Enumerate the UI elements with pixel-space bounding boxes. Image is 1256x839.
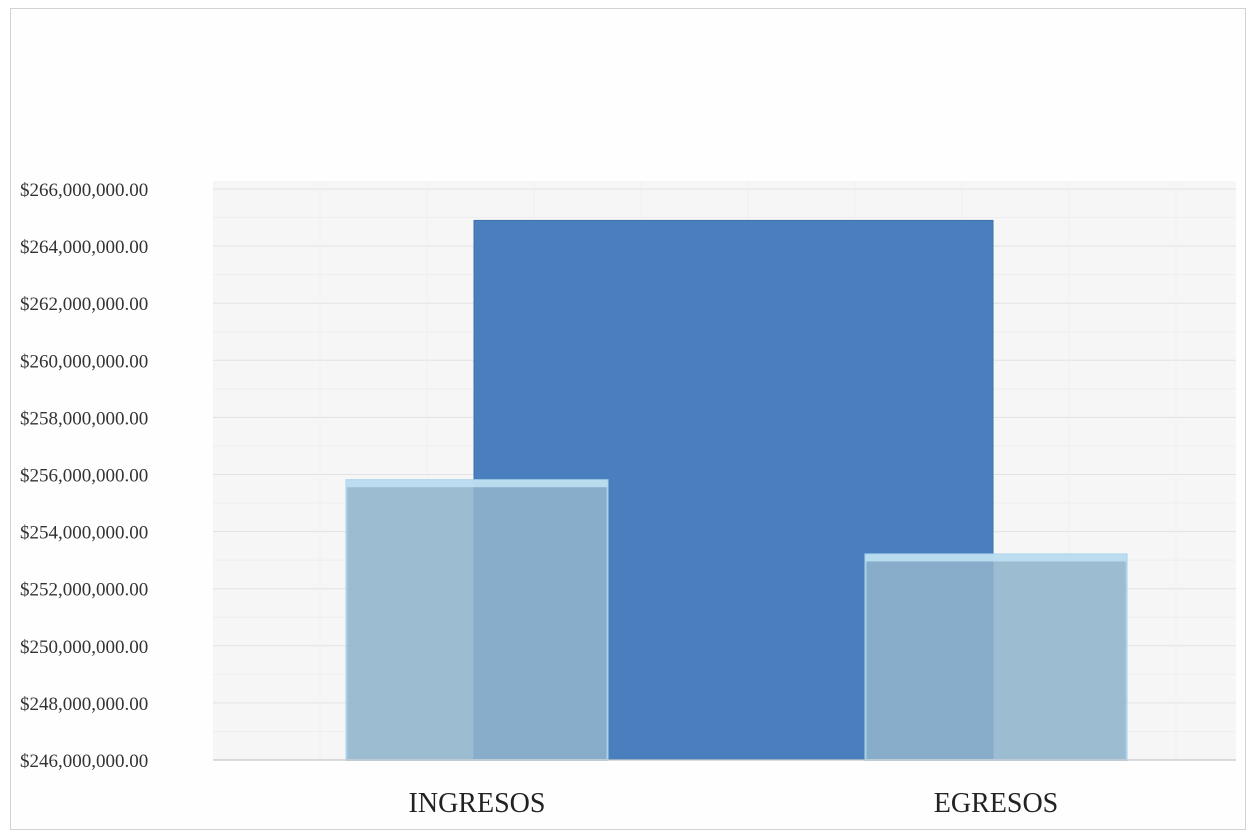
x-axis-tick-labels: INGRESOS EGRESOS <box>409 788 1059 819</box>
bar-top-highlight <box>865 554 1127 562</box>
y-tick-label: $250,000,000.00 <box>20 637 148 658</box>
y-tick-label: $260,000,000.00 <box>20 351 148 372</box>
bar-top-highlight <box>346 480 608 488</box>
front-bars <box>345 479 1128 761</box>
y-tick-label: $248,000,000.00 <box>20 694 148 715</box>
y-axis-tick-labels: $246,000,000.00 $248,000,000.00 $250,000,0… <box>20 180 148 772</box>
y-tick-label: $252,000,000.00 <box>20 580 148 601</box>
y-tick-label: $258,000,000.00 <box>20 408 148 429</box>
x-tick-label: EGRESOS <box>934 788 1058 819</box>
y-tick-label: $246,000,000.00 <box>20 751 148 772</box>
x-tick-label: INGRESOS <box>409 788 546 819</box>
bar-egresos <box>864 553 1128 761</box>
y-tick-label: $264,000,000.00 <box>20 237 148 258</box>
bar-ingresos <box>345 479 609 761</box>
y-tick-label: $262,000,000.00 <box>20 294 148 315</box>
y-tick-label: $256,000,000.00 <box>20 466 148 487</box>
y-tick-label: $266,000,000.00 <box>20 180 148 201</box>
y-tick-label: $254,000,000.00 <box>20 523 148 544</box>
